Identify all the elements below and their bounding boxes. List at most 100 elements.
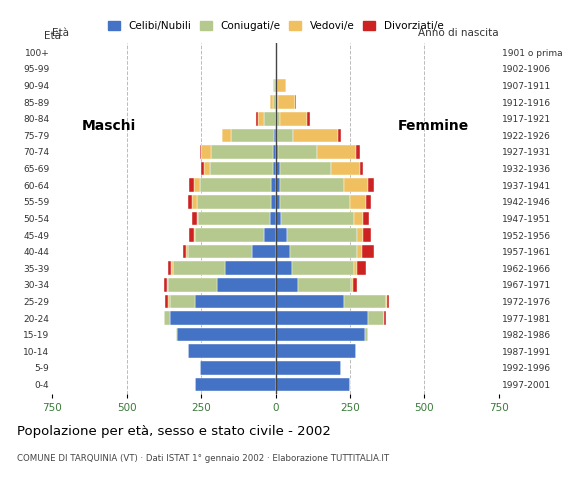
Bar	[276, 79, 277, 92]
Bar	[195, 295, 276, 308]
Bar	[368, 311, 384, 325]
Bar	[256, 112, 258, 126]
Text: Età: Età	[44, 31, 61, 41]
Text: Popolazione per età, sesso e stato civile - 2002: Popolazione per età, sesso e stato civil…	[17, 425, 331, 438]
Bar	[276, 179, 280, 192]
Bar	[274, 129, 276, 142]
Bar	[360, 162, 363, 175]
Bar	[200, 179, 271, 192]
Bar	[188, 345, 276, 358]
Bar	[276, 295, 344, 308]
Bar	[212, 145, 273, 159]
Bar	[288, 228, 357, 242]
Bar	[164, 278, 167, 292]
Bar	[367, 195, 371, 209]
Bar	[387, 295, 389, 308]
Bar	[344, 295, 386, 308]
Bar	[295, 96, 296, 109]
Bar	[168, 295, 170, 308]
Bar	[176, 328, 177, 341]
Text: Età: Età	[52, 28, 69, 38]
Bar	[276, 278, 298, 292]
Bar	[276, 195, 280, 209]
Bar	[357, 245, 362, 258]
Bar	[177, 328, 276, 341]
Bar	[189, 228, 194, 242]
Bar	[210, 162, 273, 175]
Legend: Celibi/Nubili, Coniugati/e, Vedovi/e, Divorziati/e: Celibi/Nubili, Coniugati/e, Vedovi/e, Di…	[108, 21, 443, 31]
Bar	[278, 145, 317, 159]
Bar	[270, 212, 275, 225]
Bar	[273, 79, 274, 92]
Bar	[273, 145, 275, 159]
Bar	[357, 262, 367, 275]
Bar	[197, 212, 198, 225]
Bar	[200, 361, 276, 375]
Text: Maschi: Maschi	[82, 120, 136, 133]
Bar	[317, 145, 356, 159]
Bar	[192, 195, 197, 209]
Bar	[354, 262, 357, 275]
Bar	[168, 262, 171, 275]
Bar	[276, 212, 281, 225]
Bar	[280, 179, 344, 192]
Bar	[276, 378, 350, 391]
Bar	[281, 212, 354, 225]
Bar	[170, 311, 276, 325]
Bar	[278, 96, 295, 109]
Bar	[363, 228, 371, 242]
Bar	[165, 295, 168, 308]
Bar	[276, 112, 277, 126]
Bar	[356, 145, 360, 159]
Bar	[201, 162, 204, 175]
Bar	[231, 129, 274, 142]
Bar	[188, 245, 252, 258]
Bar	[258, 112, 263, 126]
Bar	[273, 162, 275, 175]
Bar	[277, 129, 293, 142]
Bar	[194, 179, 200, 192]
Bar	[277, 79, 286, 92]
Bar	[276, 245, 291, 258]
Bar	[197, 195, 271, 209]
Bar	[270, 96, 273, 109]
Bar	[344, 179, 368, 192]
Bar	[271, 179, 276, 192]
Bar	[276, 262, 292, 275]
Bar	[277, 96, 278, 109]
Bar	[368, 179, 374, 192]
Bar	[252, 245, 276, 258]
Bar	[331, 162, 360, 175]
Bar	[171, 262, 173, 275]
Bar	[225, 262, 276, 275]
Bar	[218, 278, 276, 292]
Bar	[222, 129, 231, 142]
Bar	[189, 179, 194, 192]
Bar	[276, 162, 280, 175]
Bar	[276, 228, 288, 242]
Bar	[201, 145, 212, 159]
Bar	[291, 245, 357, 258]
Bar	[164, 311, 170, 325]
Bar	[192, 212, 197, 225]
Bar	[276, 361, 341, 375]
Bar	[263, 228, 276, 242]
Bar	[271, 195, 276, 209]
Bar	[280, 162, 331, 175]
Bar	[307, 112, 310, 126]
Bar	[293, 129, 338, 142]
Bar	[363, 212, 369, 225]
Bar	[280, 195, 350, 209]
Bar	[362, 245, 374, 258]
Bar	[277, 112, 280, 126]
Bar	[386, 295, 387, 308]
Bar	[198, 212, 270, 225]
Bar	[354, 212, 363, 225]
Bar	[170, 295, 195, 308]
Bar	[384, 311, 386, 325]
Bar	[188, 195, 192, 209]
Bar	[263, 112, 276, 126]
Bar	[365, 328, 368, 341]
Bar	[292, 262, 354, 275]
Bar	[274, 79, 276, 92]
